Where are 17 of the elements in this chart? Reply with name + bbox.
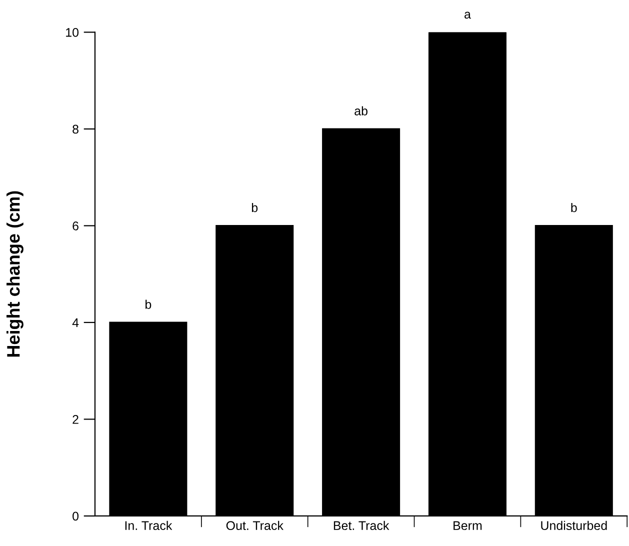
y-tick-label: 6 bbox=[72, 222, 78, 230]
annotation: b bbox=[252, 202, 258, 212]
x-tick-label: Undisturbed bbox=[541, 520, 607, 530]
annotation: b bbox=[571, 202, 577, 212]
x-tick-label: In. Track bbox=[125, 520, 172, 530]
y-tick-label: 4 bbox=[72, 318, 79, 327]
x-tick-label: Out. Track bbox=[226, 520, 284, 530]
x-tick-label: Berm bbox=[454, 521, 482, 530]
x-tick-label: Bet. Track bbox=[334, 520, 390, 530]
y-tick-label: 2 bbox=[72, 415, 78, 424]
annotation: ab bbox=[354, 106, 368, 116]
y-axis-title: Height change (cm) bbox=[6, 191, 24, 357]
y-tick-label: 8 bbox=[72, 124, 78, 134]
y-tick-label: 0 bbox=[72, 512, 79, 521]
annotation: b bbox=[146, 300, 152, 309]
annotation: a bbox=[464, 12, 471, 19]
y-tick-label: 10 bbox=[66, 28, 79, 37]
